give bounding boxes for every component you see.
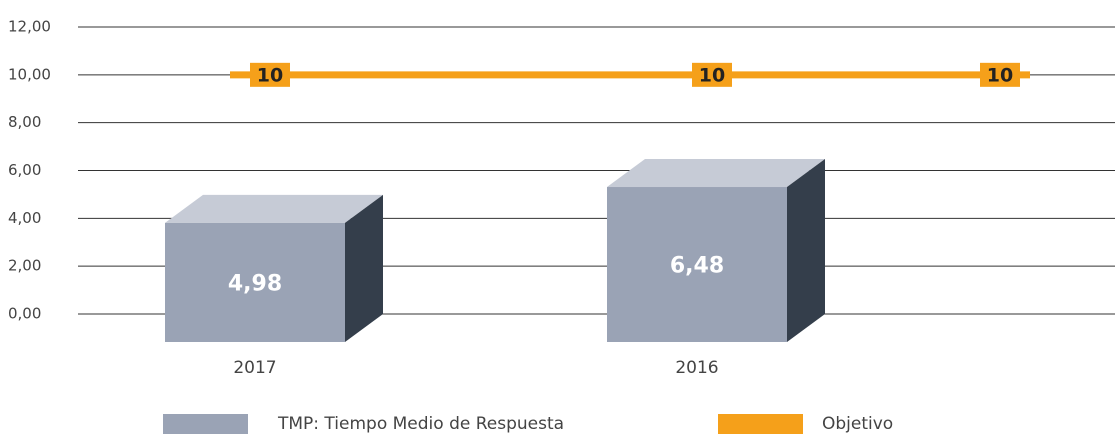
data-label-box [692,62,732,87]
bar-top [165,194,383,223]
bar-side [345,194,383,342]
bar [607,187,787,342]
legend-swatch [718,414,803,434]
y-tick-label: 4,00 [8,209,41,227]
y-tick-label: 8,00 [8,113,41,131]
data-label: 4,98 [228,271,282,296]
y-tick-label: 6,00 [8,161,41,179]
y-tick-label: 0,00 [8,305,41,323]
y-tick-label: 12,00 [8,18,51,36]
bar-side [787,159,825,342]
bar-top [607,159,825,188]
data-label-box [250,62,290,87]
data-label-box [980,62,1020,87]
bar-3d [165,194,383,342]
data-label: 10 [257,64,283,86]
data-label: 10 [987,64,1013,86]
y-tick-label: 10,00 [8,65,51,83]
bar-3d [607,159,825,342]
legend-label: Objetivo [822,414,893,434]
data-label: 6,48 [670,254,724,279]
data-label: 10 [699,64,725,86]
legend-swatch [163,414,248,434]
bar [165,222,345,342]
x-tick-label: 2017 [233,358,276,378]
legend-label: TMP: Tiempo Medio de Respuesta [277,414,564,434]
x-tick-label: 2016 [675,358,718,378]
y-tick-label: 2,00 [8,257,41,275]
